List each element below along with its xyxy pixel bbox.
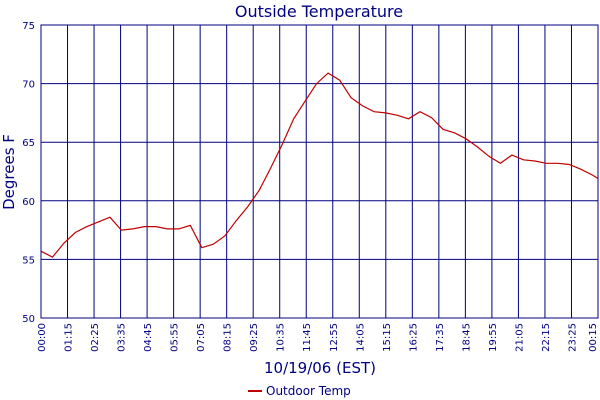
x-tick-labels: 00:00 01:15 02:25 03:35 04:45 05:55 07:05 08:15… — [37, 323, 599, 352]
x-tick-label: 17:35 — [435, 323, 446, 352]
y-tick-label: 60 — [22, 197, 35, 208]
legend-label: Outdoor Temp — [266, 384, 351, 398]
x-tick-label: 19:55 — [488, 323, 499, 352]
plot-frame — [40, 24, 599, 319]
x-tick-label: 10:35 — [276, 323, 287, 352]
x-tick-label: 16:25 — [408, 323, 419, 352]
x-tick-label: 00:15 — [588, 323, 599, 352]
x-tick-label: 23:25 — [567, 323, 578, 352]
x-tick-label: 15:15 — [382, 323, 393, 352]
x-tick-label: 14:05 — [355, 323, 366, 352]
x-tick-label: 12:55 — [329, 323, 340, 352]
y-tick-labels: 50 55 60 65 70 75 — [22, 21, 35, 325]
x-tick-label: 03:35 — [117, 323, 128, 352]
legend: Outdoor Temp — [248, 384, 351, 398]
y-tick-label: 55 — [22, 255, 35, 266]
x-tick-label: 07:05 — [196, 323, 207, 352]
y-axis-label: Degrees F — [0, 134, 18, 210]
x-tick-label: 21:05 — [514, 323, 525, 352]
y-tick-label: 50 — [22, 314, 35, 325]
x-tick-label: 08:15 — [223, 323, 234, 352]
grid — [40, 24, 599, 319]
x-tick-label: 22:15 — [541, 323, 552, 352]
chart-title: Outside Temperature — [235, 2, 403, 21]
y-tick-label: 70 — [22, 80, 35, 91]
x-axis-label: 10/19/06 (EST) — [264, 359, 376, 377]
x-tick-label: 09:25 — [249, 323, 260, 352]
x-tick-label: 18:45 — [461, 323, 472, 352]
x-tick-label: 01:15 — [64, 323, 75, 352]
series-line-outdoor-temp — [40, 72, 599, 258]
x-tick-label: 00:00 — [37, 323, 48, 352]
x-tick-label: 05:55 — [170, 323, 181, 352]
x-tick-label: 02:25 — [90, 323, 101, 352]
y-tick-label: 75 — [22, 21, 35, 32]
x-tick-label: 11:45 — [302, 323, 313, 352]
y-tick-label: 65 — [22, 138, 35, 149]
x-tick-label: 04:45 — [143, 323, 154, 352]
